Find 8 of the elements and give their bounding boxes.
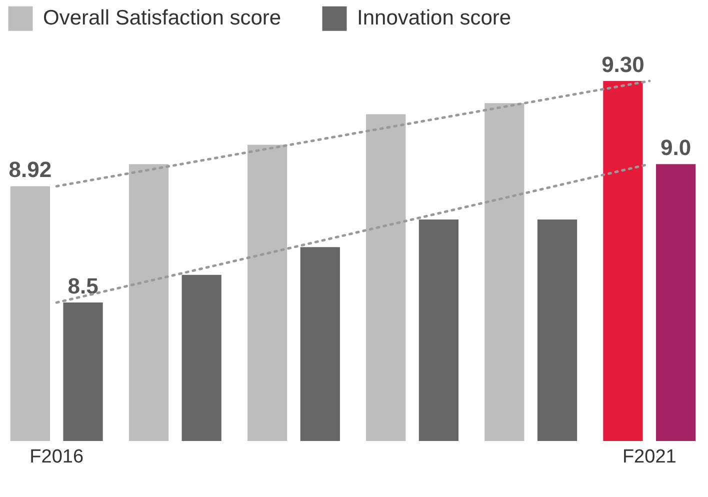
data-label: 8.5: [68, 274, 98, 299]
x-tick-label: F2021: [622, 446, 676, 468]
legend-label: Overall Satisfaction score: [43, 6, 282, 30]
data-label: 9.30: [602, 52, 644, 77]
legend-label: Innovation score: [357, 6, 512, 30]
x-tick-label: F2016: [30, 446, 84, 468]
data-label: 8.92: [8, 157, 52, 182]
data-label: 9.0: [660, 135, 692, 160]
